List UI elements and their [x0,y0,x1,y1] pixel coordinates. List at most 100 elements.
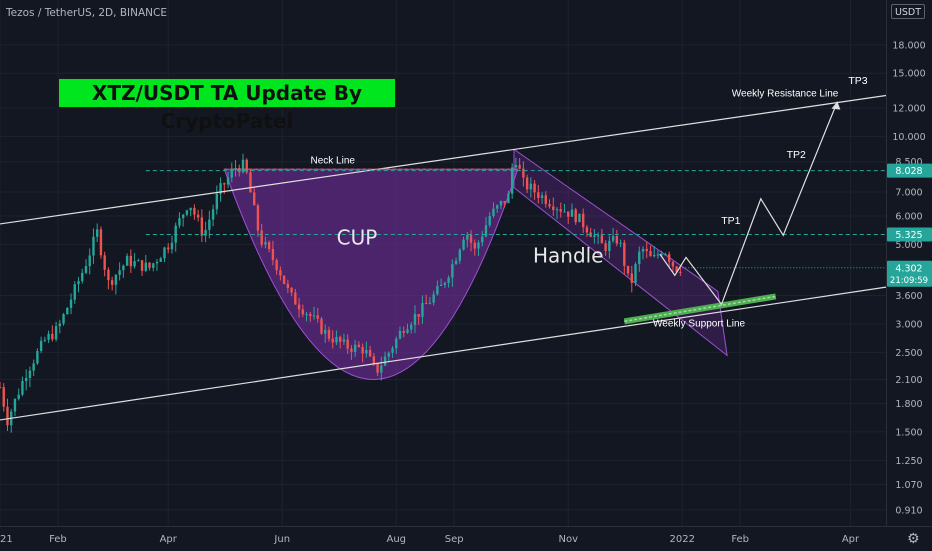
price-tick-label: 0.910 [895,505,922,516]
candle-body [249,172,252,193]
candle-body [552,206,555,210]
candle-body [451,264,454,278]
candle-body [62,314,65,324]
price-tick-label: 7.000 [895,187,922,198]
candles [0,153,682,433]
price-tick-label: 1.250 [895,456,922,467]
candle-body [593,235,596,237]
candle-body [574,209,577,223]
candle-body [604,243,607,252]
current-price-badge [887,260,932,287]
symbol-label[interactable]: Tezos / TetherUS, 2D, BINANCE [6,7,167,19]
candle-body [36,350,39,364]
candle-body [39,340,43,351]
candle-body [32,363,35,371]
candle-body [357,344,361,347]
price-tick-label: 3.600 [895,291,922,302]
candle-body [649,251,652,257]
candle-body [368,349,372,357]
candle-body [380,365,383,373]
candle-body [267,242,271,249]
candle-body [518,165,521,169]
time-tick-label: Feb [49,534,67,545]
time-tick-label: Nov [558,534,578,545]
candle-body [555,209,559,211]
candle-body [615,235,619,244]
candle-body [630,273,633,283]
time-axis[interactable]: 2021 Feb Apr Jun Aug Sep Nov 2022 Feb Apr [0,526,932,551]
candle-body [432,294,435,303]
candle-body [488,216,491,226]
price-tick-label: 2.500 [895,348,922,359]
candle-body [230,169,233,178]
currency-button[interactable]: USDT [891,4,925,19]
candle-body [241,159,245,173]
candle-body [533,183,536,193]
candle-body [181,214,185,219]
candle-body [110,280,114,285]
candle-body [118,270,121,275]
candle-body [481,236,484,243]
annotation-cup: CUP [337,225,378,249]
candle-body [226,177,230,185]
candle-body [77,281,80,285]
time-tick-label: Sep [444,534,464,545]
candle-body [219,183,222,194]
candle-body [338,336,342,342]
candle-body [537,192,540,198]
candle-body [645,248,648,252]
candle-body [114,274,118,285]
candle-body [436,286,439,295]
time-tick-label: Apr [841,534,860,545]
candle-body [316,315,319,319]
candle-body [596,235,600,237]
candle-body [305,313,308,315]
candle-body [469,234,473,243]
price-tick-label: 12.000 [892,103,925,114]
candle-body [675,266,678,272]
annotation-handle: Handle [533,244,604,268]
candle-body [406,329,409,333]
candle-body [81,272,84,282]
candle-body [667,254,671,262]
candle-body [69,299,73,308]
candle-body [387,352,390,357]
candle-body [447,277,450,283]
candle-body [346,339,349,349]
annotation-neck-line: Neck Line [310,156,355,167]
candle-body [496,205,499,209]
time-tick-label: 2021 [0,534,13,545]
candle-body [421,303,424,317]
candle-body [260,230,263,245]
chart-title-box: XTZ/USDT TA Update By CryptoPatel [57,77,397,133]
price-tick-label: 1.070 [895,480,922,491]
projection-arrowhead [831,101,841,110]
candle-body [167,247,170,250]
candle-body [107,269,110,281]
candle-body [540,195,544,198]
annotation-tp1: TP1 [721,215,740,227]
candle-body [253,192,256,206]
candle-body [282,275,286,284]
time-tick-label: Feb [731,534,750,545]
candle-body [24,377,28,382]
candle-body [200,217,204,236]
candle-body [342,339,346,342]
price-tick-label: 3.000 [895,319,922,330]
gear-icon[interactable]: ⚙ [907,530,920,546]
candle-body [398,331,402,339]
resistance-line [0,94,887,225]
candle-body [626,265,630,274]
candle-body [376,363,379,373]
candle-body [13,398,17,412]
candle-body [578,213,581,223]
candle-body [653,255,656,257]
bar-countdown-label: 21:09:59 [890,276,928,286]
candle-body [245,159,248,173]
candle-body [290,287,293,293]
price-tick-label: 5.000 [895,240,922,251]
candle-body [320,318,323,334]
candle-body [189,207,192,211]
